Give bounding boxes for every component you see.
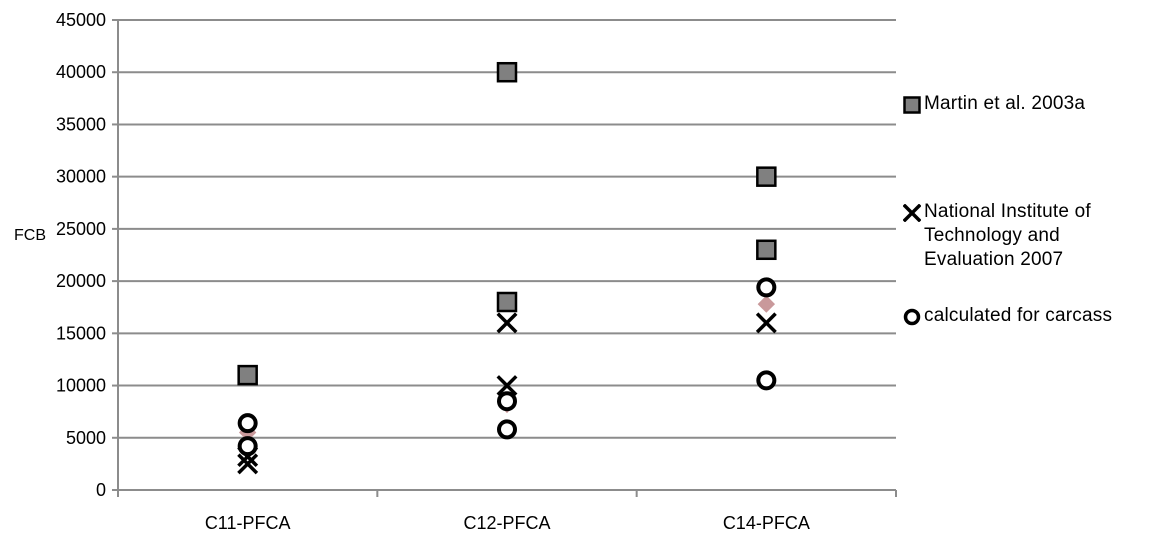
legend-item-martin: Martin et al. 2003a [902,92,1085,116]
x-tick-label: C14-PFCA [723,513,810,533]
y-tick-label: 30000 [56,167,106,187]
square-marker [498,293,516,311]
y-tick-label: 5000 [66,428,106,448]
circle-marker [758,279,774,295]
x-tick-labels: C11-PFCA C12-PFCA C14-PFCA [205,513,810,533]
circle-marker-icon [902,304,924,328]
y-tick-label: 45000 [56,10,106,30]
x-marker [499,315,515,331]
circle-marker [499,393,515,409]
circle-marker [758,372,774,388]
legend-label: National Institute of Technology and Eva… [924,200,1154,272]
y-tick-label: 35000 [56,114,106,134]
y-tick-label: 10000 [56,376,106,396]
legend-label: calculated for carcass [924,304,1112,328]
x-marker [758,315,774,331]
legend-label: Martin et al. 2003a [924,92,1085,116]
x-marker-icon [902,200,924,224]
diamond-marker [758,296,774,312]
square-marker-icon [902,92,924,116]
y-tick-label: 0 [96,480,106,500]
circle-marker [240,438,256,454]
circle-marker [499,421,515,437]
y-tick-label: 40000 [56,62,106,82]
square-marker [498,63,516,81]
square-marker [239,366,257,384]
x-tick-label: C12-PFCA [463,513,550,533]
gridlines [118,20,896,438]
square-marker [757,241,775,259]
y-axis-label: FCB [14,230,28,242]
y-tick-label: 20000 [56,271,106,291]
x-tick-label: C11-PFCA [205,513,291,533]
y-tick-label: 25000 [56,219,106,239]
circle-marker [240,415,256,431]
y-tick-label: 15000 [56,323,106,343]
square-marker [757,168,775,186]
legend-item-nite: National Institute of Technology and Eva… [902,200,1160,272]
y-axis-label-text: FCB [14,227,46,244]
y-tick-labels: 0 5000 10000 15000 20000 25000 30000 35000 40000… [56,10,106,500]
legend-item-carcass: calculated for carcass [902,304,1112,328]
